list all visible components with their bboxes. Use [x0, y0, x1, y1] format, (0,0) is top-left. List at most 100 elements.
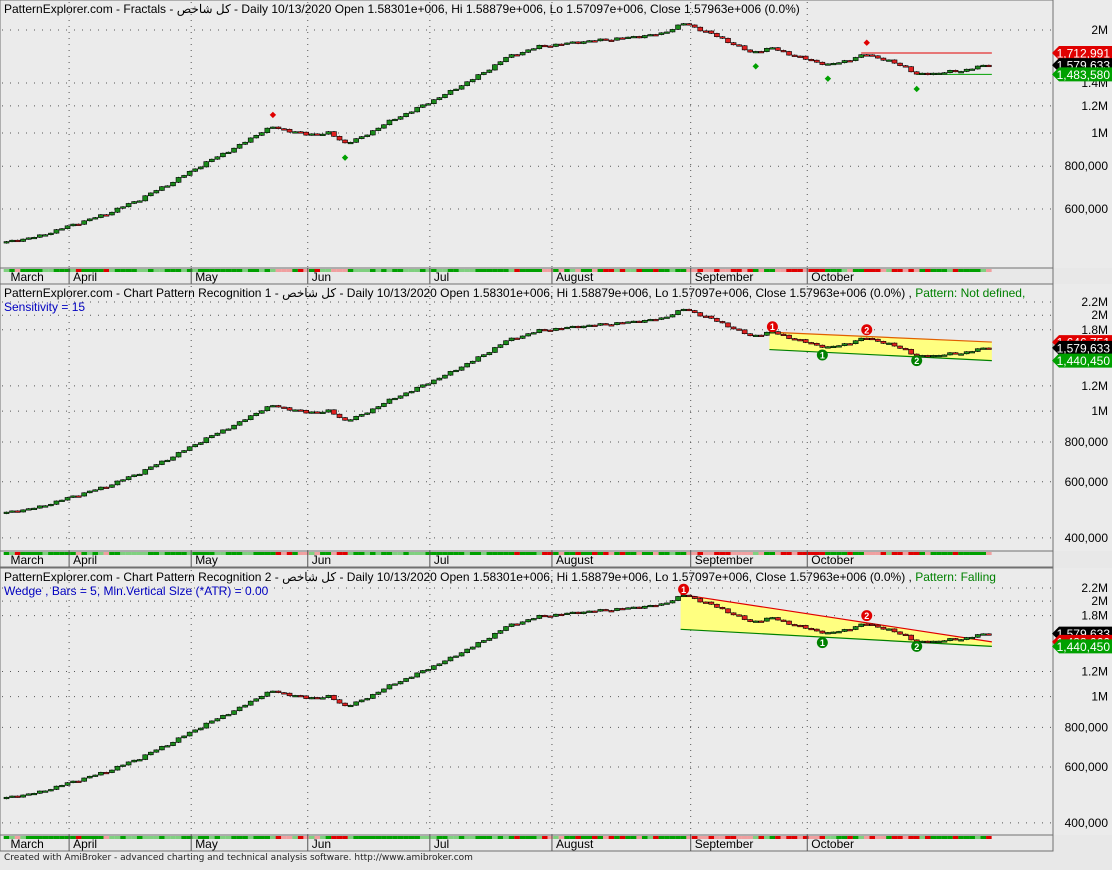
candle: [936, 640, 942, 643]
candle: [492, 64, 498, 71]
candle: [547, 45, 554, 48]
candle: [702, 30, 709, 33]
candle: [697, 598, 704, 603]
candle: [48, 503, 54, 507]
trend-strip-cell: [453, 269, 459, 272]
candle: [536, 614, 543, 619]
trend-strip-cell: [231, 836, 237, 839]
candle: [480, 640, 487, 643]
candle: [986, 64, 992, 68]
candle: [181, 175, 187, 178]
trend-strip-cell: [553, 552, 559, 555]
trend-strip-cell: [347, 269, 354, 272]
trend-strip-cell: [370, 269, 376, 272]
trend-strip-cell: [325, 269, 332, 272]
candle: [897, 62, 903, 66]
trend-strip-cell: [253, 836, 260, 839]
trend-strip-cell: [686, 269, 692, 272]
trend-strip-cell: [9, 269, 15, 272]
candle: [220, 715, 226, 719]
candle: [730, 326, 737, 330]
trend-strip-cell: [769, 552, 776, 555]
candle: [614, 608, 620, 611]
candle: [564, 612, 570, 615]
y-tick-label: 2M: [1091, 594, 1108, 608]
trend-strip-cell: [558, 552, 565, 555]
trend-strip-cell: [220, 269, 226, 272]
trend-strip-cell: [653, 552, 659, 555]
trend-strip-cell: [569, 552, 576, 555]
candle: [375, 406, 382, 410]
trend-strip-cell: [469, 269, 476, 272]
candle: [875, 338, 881, 342]
month-label: Jun: [312, 837, 331, 851]
candle: [131, 474, 137, 477]
candle: [603, 323, 609, 326]
candle: [392, 397, 398, 401]
trend-strip-cell: [458, 552, 465, 555]
trend-strip-cell: [14, 552, 21, 555]
candle: [875, 624, 881, 628]
trend-strip-cell: [808, 552, 815, 555]
trend-strip-cell: [569, 836, 576, 839]
candle: [214, 156, 221, 160]
candle: [497, 344, 504, 348]
candle: [608, 610, 615, 613]
candle: [186, 446, 193, 451]
candle: [314, 697, 321, 700]
candle: [902, 65, 909, 68]
candle: [53, 500, 60, 505]
trend-strip-cell: [697, 836, 704, 839]
trend-strip-cell: [414, 269, 420, 272]
trend-strip-cell: [752, 269, 759, 272]
fractal-marker-down: [913, 85, 920, 93]
trend-strip-cell: [880, 552, 887, 555]
candle: [664, 31, 670, 34]
trend-strip-cell: [703, 552, 709, 555]
fractal-marker-down: [341, 154, 349, 161]
candle: [791, 624, 798, 627]
candle: [314, 411, 321, 414]
candle: [974, 348, 981, 352]
trend-strip-cell: [814, 269, 820, 272]
candle: [109, 211, 115, 216]
candle: [103, 772, 110, 775]
trend-strip-cell: [103, 269, 110, 272]
trend-strip-cell: [425, 552, 432, 555]
candle: [958, 353, 964, 356]
candle: [31, 793, 38, 796]
candle: [386, 119, 393, 126]
panel-title: PatternExplorer.com - Chart Pattern Reco…: [4, 286, 1025, 300]
candle: [691, 310, 698, 313]
candle: [336, 699, 343, 704]
candle: [641, 605, 648, 609]
month-label: August: [556, 270, 594, 284]
candle: [830, 631, 837, 634]
candle: [59, 228, 65, 231]
candle: [930, 72, 937, 75]
candle: [791, 54, 798, 57]
trend-strip-cell: [580, 552, 587, 555]
trend-strip-cell: [536, 552, 543, 555]
trend-strip-cell: [197, 552, 204, 555]
candle: [808, 342, 815, 345]
candle: [475, 356, 482, 362]
candle: [636, 36, 643, 39]
trend-strip-cell: [686, 552, 692, 555]
trend-strip-cell: [969, 836, 975, 839]
candle: [841, 60, 848, 64]
candle: [725, 322, 731, 328]
candle: [886, 342, 892, 345]
candle: [697, 312, 704, 317]
candle: [741, 615, 748, 620]
trend-strip-cell: [292, 269, 298, 272]
candle: [20, 509, 26, 513]
candle: [836, 631, 842, 634]
candle: [20, 238, 26, 242]
trend-strip-cell: [14, 836, 21, 839]
trend-strip-cell: [320, 552, 326, 555]
trend-strip-cell: [375, 836, 382, 839]
trend-strip-cell: [719, 836, 726, 839]
trend-strip-cell: [647, 269, 654, 272]
